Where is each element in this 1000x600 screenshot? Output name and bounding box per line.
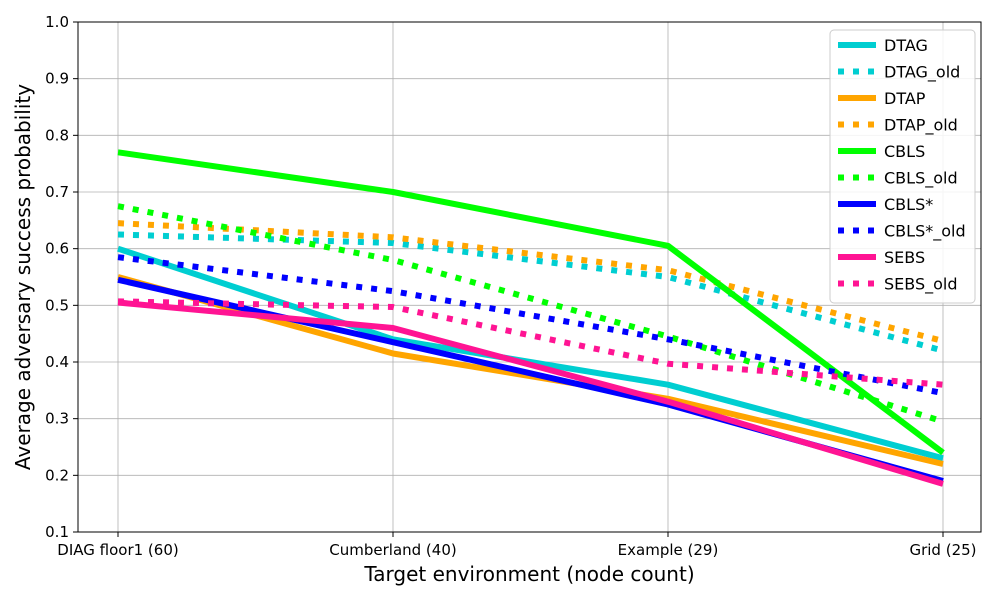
y-tick-label: 0.2 (45, 466, 69, 484)
legend-label: CBLS_old (884, 169, 958, 189)
y-tick-label: 0.9 (45, 70, 69, 88)
series-line-dtag (117, 245, 944, 462)
legend-label: CBLS (884, 142, 925, 161)
y-tick-label: 0.7 (45, 183, 69, 201)
y-tick-label: 0.3 (45, 410, 69, 428)
y-tick-label: 0.1 (45, 523, 69, 541)
axes (73, 21, 982, 537)
x-tick-label: DIAG floor1 (60) (57, 541, 178, 559)
y-tick-label: 1.0 (45, 13, 69, 31)
series-line-sebs (117, 299, 944, 487)
series-line-sebs-old (117, 298, 944, 388)
plot-frame (77, 21, 982, 533)
series-line-cbls (117, 149, 945, 456)
x-tick-label: Example (29) (618, 541, 719, 559)
series-line-cbls-old (117, 203, 944, 425)
y-tick-label: 0.4 (45, 353, 69, 371)
legend-label: SEBS_old (884, 275, 958, 295)
legend-label: DTAG_old (884, 63, 960, 83)
legend: DTAG DTAG_old DTAP DTAP_old CBLS CBLS_old CBLS… (829, 29, 976, 304)
series-line-dtag-old (117, 231, 944, 354)
series-line-cbls-star-old (117, 254, 944, 397)
legend-label: DTAP_old (884, 116, 958, 136)
y-axis-title: Average adversary success probability (11, 84, 35, 470)
x-tick-label: Cumberland (40) (329, 541, 456, 559)
legend-label: SEBS (884, 248, 925, 267)
legend-label: DTAG (884, 36, 928, 55)
tick-labels: 0.1 0.2 0.3 0.4 0.5 0.6 0.7 0.8 0.9 1.0 DIAG floor… (45, 13, 976, 559)
x-tick-label: Grid (25) (909, 541, 976, 559)
x-axis-title: Target environment (node count) (363, 562, 694, 586)
y-tick-label: 0.8 (45, 126, 69, 144)
legend-label: CBLS*_old (884, 222, 966, 242)
series-lines (117, 149, 945, 487)
y-tick-label: 0.6 (45, 240, 69, 258)
legend-label: CBLS* (884, 195, 933, 214)
legend-label: DTAP (884, 89, 926, 108)
y-tick-label: 0.5 (45, 296, 69, 314)
